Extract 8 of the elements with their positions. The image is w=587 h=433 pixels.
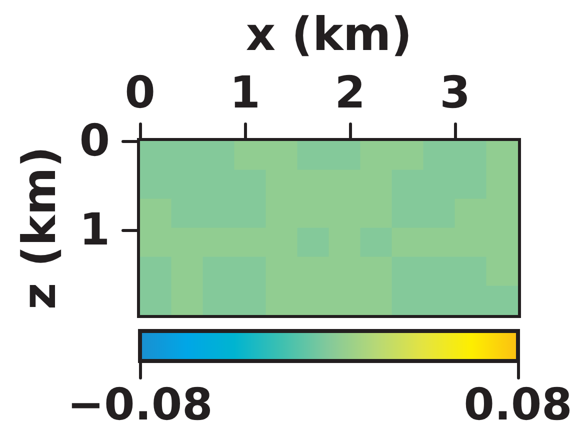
x-tick-label: 2: [334, 68, 366, 118]
x-tick-label: 0: [124, 68, 156, 118]
color-bar-label: −0.08: [67, 380, 213, 430]
color-bar-label: 0.08: [464, 380, 572, 430]
y-axis-title: z (km): [12, 146, 66, 310]
x-axis-title: x (km): [246, 7, 412, 61]
x-tick-label: 3: [440, 68, 470, 118]
x-tick-label: 1: [230, 68, 260, 118]
